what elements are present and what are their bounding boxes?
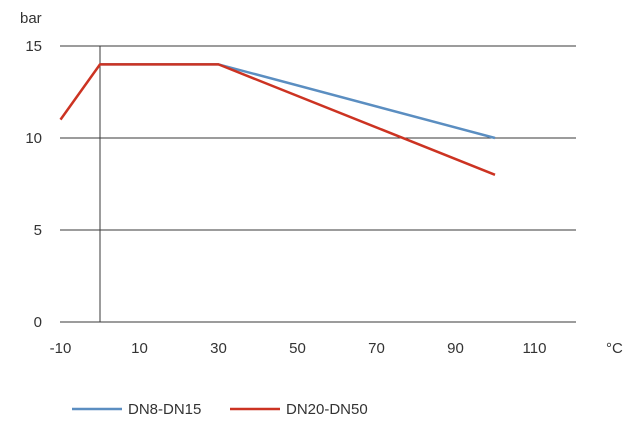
legend-item: DN20-DN50 [230, 401, 368, 418]
y-axis-label: bar [20, 10, 42, 27]
y-tick-label: 0 [34, 314, 42, 331]
x-tick-label: 110 [523, 340, 547, 357]
x-tick-label: 50 [289, 340, 306, 357]
y-tick-label: 10 [25, 130, 42, 147]
legend: DN8-DN15 DN20-DN50 [72, 401, 368, 418]
legend-item: DN8-DN15 [72, 401, 201, 418]
series-line-2 [59, 63, 496, 176]
x-axis-label: °C [606, 340, 623, 357]
y-tick-label: 5 [34, 222, 42, 239]
x-tick-label: 10 [131, 340, 148, 357]
y-tick-label: 15 [25, 38, 42, 55]
x-tick-label: -10 [50, 340, 72, 357]
x-tick-label: 70 [368, 340, 385, 357]
legend-label: DN20-DN50 [286, 401, 368, 418]
legend-label: DN8-DN15 [128, 401, 201, 418]
grid-lines [60, 45, 576, 323]
x-tick-labels: -10 10 30 50 70 90 110 [50, 340, 547, 357]
series-line-1 [100, 63, 496, 140]
x-tick-label: 30 [210, 340, 227, 357]
series-layer [59, 63, 496, 176]
y-tick-labels: 0 5 10 15 [25, 38, 42, 331]
x-tick-label: 90 [447, 340, 464, 357]
